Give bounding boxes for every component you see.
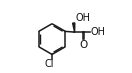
- Text: O: O: [79, 40, 88, 50]
- Text: OH: OH: [76, 13, 90, 23]
- Text: Cl: Cl: [44, 59, 54, 69]
- Text: OH: OH: [91, 27, 106, 37]
- Polygon shape: [73, 23, 75, 32]
